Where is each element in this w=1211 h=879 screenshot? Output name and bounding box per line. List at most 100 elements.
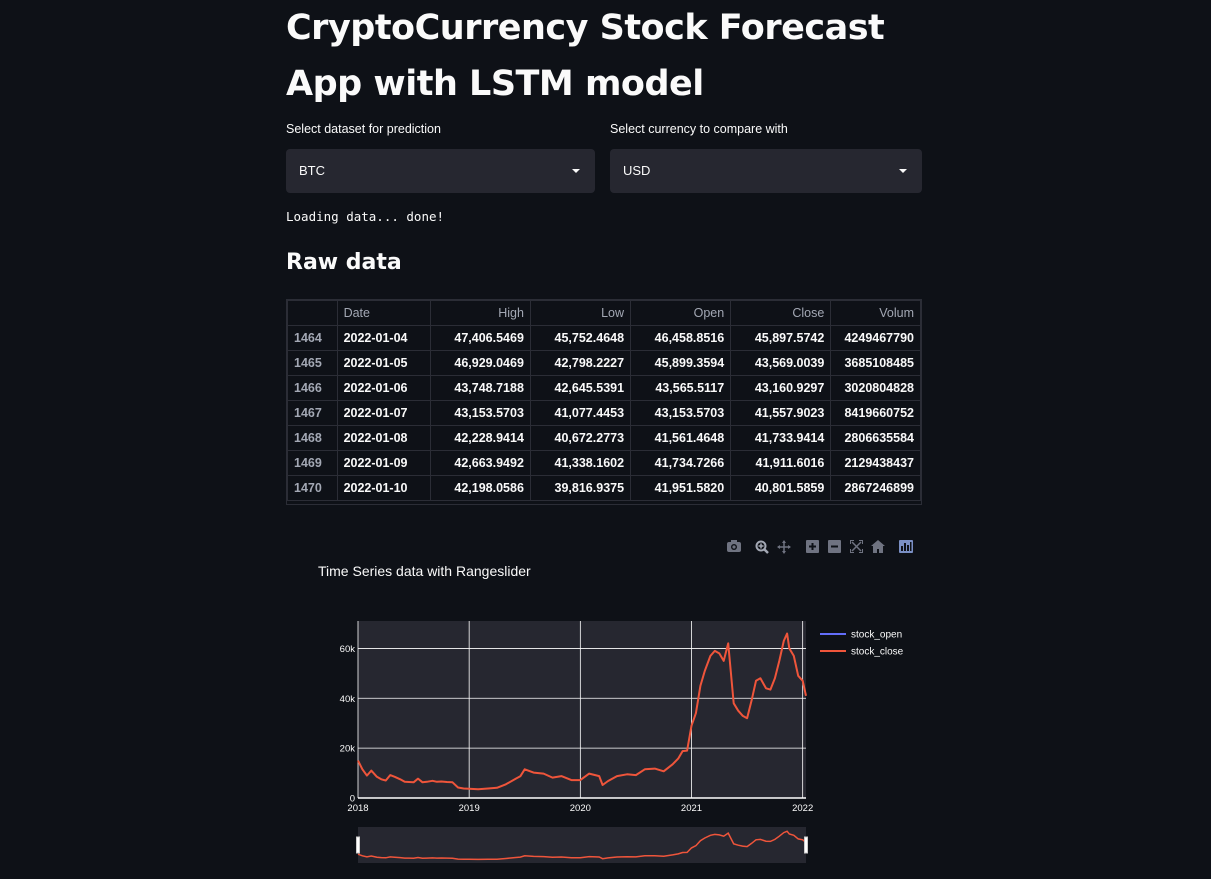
cell-date: 2022-01-08 xyxy=(336,425,431,451)
x-tick-label: 2018 xyxy=(347,803,368,814)
cell-low: 41,338.1602 xyxy=(529,450,632,476)
cell-date: 2022-01-10 xyxy=(336,475,431,501)
cell-low: 42,798.2227 xyxy=(529,350,632,376)
table-row[interactable]: 1470 2022-01-10 42,198.0586 39,816.9375 41,9… xyxy=(287,475,921,501)
column-header-volume[interactable]: Volum xyxy=(830,300,921,326)
zoom-icon[interactable] xyxy=(754,540,770,556)
x-tick-label: 2019 xyxy=(459,803,480,814)
legend-label-stock-close[interactable]: stock_close xyxy=(851,647,904,658)
cell-index: 1465 xyxy=(287,350,338,376)
y-tick-label: 20k xyxy=(340,744,356,755)
select-row: Select dataset for prediction BTC Select… xyxy=(286,122,922,196)
chart-modebar xyxy=(726,539,926,556)
cell-index: 1469 xyxy=(287,450,338,476)
raw-data-heading: Raw data xyxy=(286,250,402,275)
column-header-low[interactable]: Low xyxy=(529,300,632,326)
x-tick-label: 2020 xyxy=(570,803,591,814)
cell-low: 39,816.9375 xyxy=(529,475,632,501)
reset-axes-icon[interactable] xyxy=(870,540,886,556)
cell-volume: 2806635584 xyxy=(830,425,921,451)
cell-date: 2022-01-09 xyxy=(336,450,431,476)
time-series-chart[interactable]: 0 20k 40k 60k 2018 2019 2020 2021 2022 stock_open… xyxy=(286,600,922,879)
cell-low: 41,077.4453 xyxy=(529,400,632,426)
cell-date: 2022-01-05 xyxy=(336,350,431,376)
cell-date: 2022-01-07 xyxy=(336,400,431,426)
cell-date: 2022-01-06 xyxy=(336,375,431,401)
cell-open: 41,734.7266 xyxy=(630,450,732,476)
pan-icon[interactable] xyxy=(776,540,792,556)
series-line-stock-close[interactable] xyxy=(357,632,807,791)
table-row[interactable]: 1469 2022-01-09 42,663.9492 41,338.1602 41,7… xyxy=(287,450,921,476)
table-row[interactable]: 1466 2022-01-06 43,748.7188 42,645.5391 43,5… xyxy=(287,375,921,401)
main-content: CryptoCurrency Stock Forecast App with L… xyxy=(286,0,922,863)
column-header-high[interactable]: High xyxy=(429,300,531,326)
dataset-select-label: Select dataset for prediction xyxy=(286,122,441,136)
cell-volume: 3020804828 xyxy=(830,375,921,401)
y-tick-label: 40k xyxy=(340,694,356,705)
legend-label-stock-open[interactable]: stock_open xyxy=(851,630,902,641)
column-header-close[interactable]: Close xyxy=(730,300,832,326)
y-tick-label: 0 xyxy=(350,794,355,805)
cell-close: 43,160.9297 xyxy=(730,375,832,401)
currency-select-label: Select currency to compare with xyxy=(610,122,788,136)
autoscale-icon[interactable] xyxy=(848,539,864,556)
cell-close: 41,911.6016 xyxy=(730,450,832,476)
cell-open: 41,561.4648 xyxy=(630,425,732,451)
zoom-in-icon[interactable] xyxy=(804,540,820,556)
cell-index: 1468 xyxy=(287,425,338,451)
zoom-out-icon[interactable] xyxy=(826,540,842,556)
table-row[interactable]: 1467 2022-01-07 43,153.5703 41,077.4453 43,1… xyxy=(287,400,921,426)
table-row[interactable]: 1465 2022-01-05 46,929.0469 42,798.2227 45,8… xyxy=(287,350,921,376)
rangeslider-handle-left[interactable] xyxy=(356,836,360,854)
currency-select-group: Select currency to compare with USD xyxy=(610,122,922,193)
x-tick-label: 2022 xyxy=(792,803,813,814)
rangeslider-series-line xyxy=(357,830,807,861)
chart-title: Time Series data with Rangeslider xyxy=(318,563,531,579)
cell-high: 42,663.9492 xyxy=(429,450,531,476)
cell-low: 45,752.4648 xyxy=(529,325,632,351)
plotly-logo-icon[interactable] xyxy=(898,540,914,556)
cell-open: 41,951.5820 xyxy=(630,475,732,501)
cell-index: 1467 xyxy=(287,400,338,426)
plot-area[interactable] xyxy=(358,621,806,798)
cell-open: 45,899.3594 xyxy=(630,350,732,376)
cell-close: 43,569.0039 xyxy=(730,350,832,376)
cell-volume: 2867246899 xyxy=(830,475,921,501)
cell-index: 1470 xyxy=(287,475,338,501)
cell-high: 42,228.9414 xyxy=(429,425,531,451)
page-title: CryptoCurrency Stock Forecast App with L… xyxy=(286,8,885,104)
chevron-down-icon xyxy=(572,169,580,173)
table-header-row: Date High Low Open Close Volum xyxy=(287,300,921,326)
column-header-open[interactable]: Open xyxy=(630,300,732,326)
dataset-select-group: Select dataset for prediction BTC xyxy=(286,122,595,193)
cell-high: 42,198.0586 xyxy=(429,475,531,501)
table-row[interactable]: 1468 2022-01-08 42,228.9414 40,672.2773 41,5… xyxy=(287,425,921,451)
currency-select-value: USD xyxy=(623,163,651,178)
dataset-select-value: BTC xyxy=(299,163,325,178)
cell-low: 40,672.2773 xyxy=(529,425,632,451)
loading-status: Loading data... done! xyxy=(286,209,445,224)
cell-open: 43,153.5703 xyxy=(630,400,732,426)
currency-select[interactable]: USD xyxy=(610,149,922,193)
dataset-select[interactable]: BTC xyxy=(286,149,595,193)
cell-high: 43,748.7188 xyxy=(429,375,531,401)
cell-high: 43,153.5703 xyxy=(429,400,531,426)
table-row[interactable]: 1464 2022-01-04 47,406.5469 45,752.4648 46,4… xyxy=(287,325,921,351)
cell-low: 42,645.5391 xyxy=(529,375,632,401)
column-header-date[interactable]: Date xyxy=(336,300,431,326)
cell-date: 2022-01-04 xyxy=(336,325,431,351)
raw-data-table[interactable]: Date High Low Open Close Volum 1464 2022-… xyxy=(286,299,922,505)
cell-high: 46,929.0469 xyxy=(429,350,531,376)
y-tick-label: 60k xyxy=(340,644,356,655)
data-table: Date High Low Open Close Volum 1464 2022-… xyxy=(287,300,921,501)
cell-volume: 4249467790 xyxy=(830,325,921,351)
column-header-index[interactable] xyxy=(287,300,338,326)
rangeslider-handle-right[interactable] xyxy=(804,836,808,854)
cell-volume: 3685108485 xyxy=(830,350,921,376)
cell-close: 40,801.5859 xyxy=(730,475,832,501)
camera-icon[interactable] xyxy=(726,540,742,556)
cell-close: 41,557.9023 xyxy=(730,400,832,426)
cell-close: 45,897.5742 xyxy=(730,325,832,351)
x-tick-label: 2021 xyxy=(681,803,702,814)
cell-open: 46,458.8516 xyxy=(630,325,732,351)
